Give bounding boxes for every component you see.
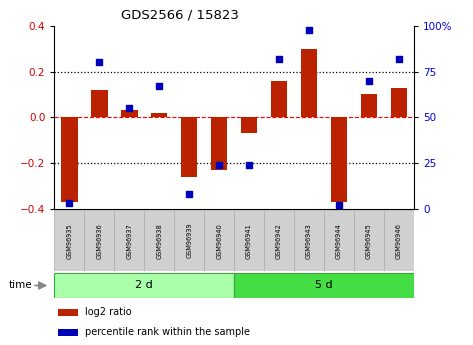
Bar [271, 81, 287, 117]
Bar [61, 117, 78, 202]
Bar [144, 210, 174, 271]
Bar [354, 210, 384, 271]
Text: GSM96945: GSM96945 [366, 223, 372, 258]
Bar [58, 328, 78, 336]
Text: GSM96946: GSM96946 [396, 223, 402, 258]
Bar [58, 309, 78, 316]
Point [395, 56, 403, 61]
Text: GSM96939: GSM96939 [186, 223, 192, 258]
Text: time: time [9, 280, 32, 290]
Bar [294, 210, 324, 271]
Text: 5 d: 5 d [315, 280, 333, 290]
Text: GDS2566 / 15823: GDS2566 / 15823 [121, 9, 239, 22]
Point [215, 162, 223, 168]
Point [305, 27, 313, 32]
Text: GSM96940: GSM96940 [216, 223, 222, 258]
Bar [84, 210, 114, 271]
Bar [204, 210, 234, 271]
Point [335, 202, 343, 208]
Text: GSM96936: GSM96936 [96, 223, 102, 258]
Point [185, 191, 193, 197]
Bar [91, 90, 107, 117]
Bar [121, 110, 138, 117]
Text: GSM96944: GSM96944 [336, 223, 342, 258]
Bar [264, 210, 294, 271]
Bar [174, 210, 204, 271]
Bar [391, 88, 407, 117]
Bar [324, 210, 354, 271]
Bar [361, 95, 377, 117]
Bar [241, 117, 257, 133]
Bar [234, 273, 414, 298]
Bar [234, 210, 264, 271]
Text: GSM96941: GSM96941 [246, 223, 252, 258]
Point [125, 106, 133, 111]
Bar [331, 117, 347, 202]
Text: GSM96935: GSM96935 [66, 223, 72, 258]
Text: GSM96938: GSM96938 [156, 223, 162, 258]
Bar [114, 210, 144, 271]
Point [245, 162, 253, 168]
Bar [211, 117, 228, 170]
Text: GSM96942: GSM96942 [276, 223, 282, 258]
Point [66, 200, 73, 206]
Point [156, 83, 163, 89]
Point [275, 56, 283, 61]
Bar [54, 210, 84, 271]
Text: 2 d: 2 d [135, 280, 153, 290]
Bar [384, 210, 414, 271]
Text: GSM96943: GSM96943 [306, 223, 312, 258]
Text: percentile rank within the sample: percentile rank within the sample [85, 327, 250, 337]
Bar [151, 113, 167, 117]
Bar [181, 117, 197, 177]
Point [365, 78, 373, 83]
Bar [301, 49, 317, 117]
Point [96, 60, 103, 65]
Text: log2 ratio: log2 ratio [85, 307, 131, 317]
Bar [54, 273, 234, 298]
Text: GSM96937: GSM96937 [126, 223, 132, 258]
